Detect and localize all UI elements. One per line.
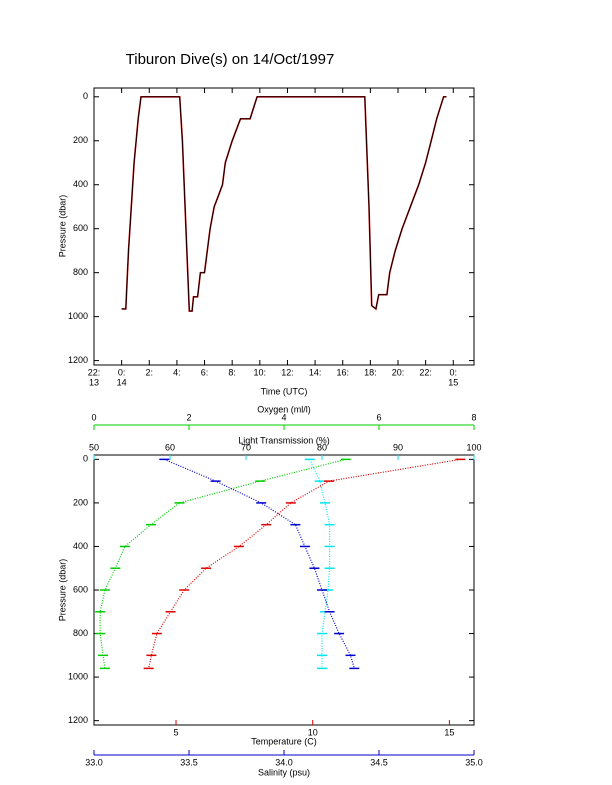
y-tick-label: 200 xyxy=(73,497,88,507)
axis-title: Salinity (psu) xyxy=(258,767,310,777)
x-tick-label: 34.5 xyxy=(370,757,388,767)
y-tick-label: 1000 xyxy=(68,311,88,321)
y-tick-label: 0 xyxy=(83,454,88,464)
x-tick-label: 10: xyxy=(254,367,267,377)
date-label: 14 xyxy=(117,377,127,387)
y-tick-label: 800 xyxy=(73,628,88,638)
x-tick-label: 33.5 xyxy=(180,757,198,767)
x-tick-label: 8 xyxy=(471,412,476,422)
x-tick-label: 22: xyxy=(88,367,101,377)
y-tick-label: 600 xyxy=(73,584,88,594)
profile-line xyxy=(148,458,461,669)
axis-title: Light Transmission (%) xyxy=(238,435,330,445)
x-tick-label: 20: xyxy=(392,367,405,377)
x-tick-label: 50 xyxy=(89,442,99,452)
x-tick-label: 4 xyxy=(281,412,286,422)
y-tick-label: 400 xyxy=(73,541,88,551)
x-tick-label: 70 xyxy=(241,442,251,452)
y-tick-label: 800 xyxy=(73,267,88,277)
x-tick-label: 16: xyxy=(336,367,349,377)
top-frame xyxy=(93,87,475,366)
y-tick-label: 0 xyxy=(83,91,88,101)
x-tick-label: 14: xyxy=(309,367,322,377)
dive-track-shadow xyxy=(121,96,447,312)
x-tick-label: 18: xyxy=(364,367,377,377)
date-label: 13 xyxy=(89,377,99,387)
y-tick-label: 400 xyxy=(73,179,88,189)
x-tick-label: 10 xyxy=(308,727,318,737)
x-tick-label: 35.0 xyxy=(465,757,483,767)
y-tick-label: 1200 xyxy=(68,355,88,365)
profile-line xyxy=(164,458,355,669)
y-axis-title: Pressure (dbar) xyxy=(57,559,67,622)
profile-line xyxy=(309,459,331,669)
x-tick-label: 15 xyxy=(444,727,454,737)
x-tick-label: 12: xyxy=(281,367,294,377)
x-tick-label: 33.0 xyxy=(85,757,103,767)
bottom-frame xyxy=(93,454,475,726)
x-tick-label: 2: xyxy=(146,367,154,377)
x-tick-label: 90 xyxy=(393,442,403,452)
axis-title: Oxygen (ml/l) xyxy=(257,404,311,414)
x-tick-label: 34.0 xyxy=(275,757,293,767)
x-axis-title: Time (UTC) xyxy=(261,386,308,396)
x-tick-label: 80 xyxy=(317,442,327,452)
x-tick-label: 8: xyxy=(228,367,236,377)
dive-track xyxy=(121,96,447,312)
y-axis-title: Pressure (dbar) xyxy=(57,195,67,258)
x-tick-label: 5 xyxy=(174,727,179,737)
x-tick-label: 0: xyxy=(450,367,458,377)
x-tick-label: 22: xyxy=(419,367,432,377)
y-tick-label: 600 xyxy=(73,223,88,233)
y-tick-label: 200 xyxy=(73,135,88,145)
x-tick-label: 2 xyxy=(186,412,191,422)
x-tick-label: 6 xyxy=(376,412,381,422)
profile-line xyxy=(99,458,346,669)
x-tick-label: 0 xyxy=(91,412,96,422)
x-tick-label: 60 xyxy=(165,442,175,452)
x-tick-label: 100 xyxy=(466,442,481,452)
x-tick-label: 6: xyxy=(201,367,209,377)
y-tick-label: 1000 xyxy=(68,671,88,681)
axis-title: Temperature (C) xyxy=(251,736,317,746)
y-tick-label: 1200 xyxy=(68,715,88,725)
x-tick-label: 4: xyxy=(173,367,181,377)
page-title: Tiburon Dive(s) on 14/Oct/1997 xyxy=(126,51,335,68)
x-tick-label: 0: xyxy=(118,367,126,377)
date-label: 15 xyxy=(448,377,458,387)
